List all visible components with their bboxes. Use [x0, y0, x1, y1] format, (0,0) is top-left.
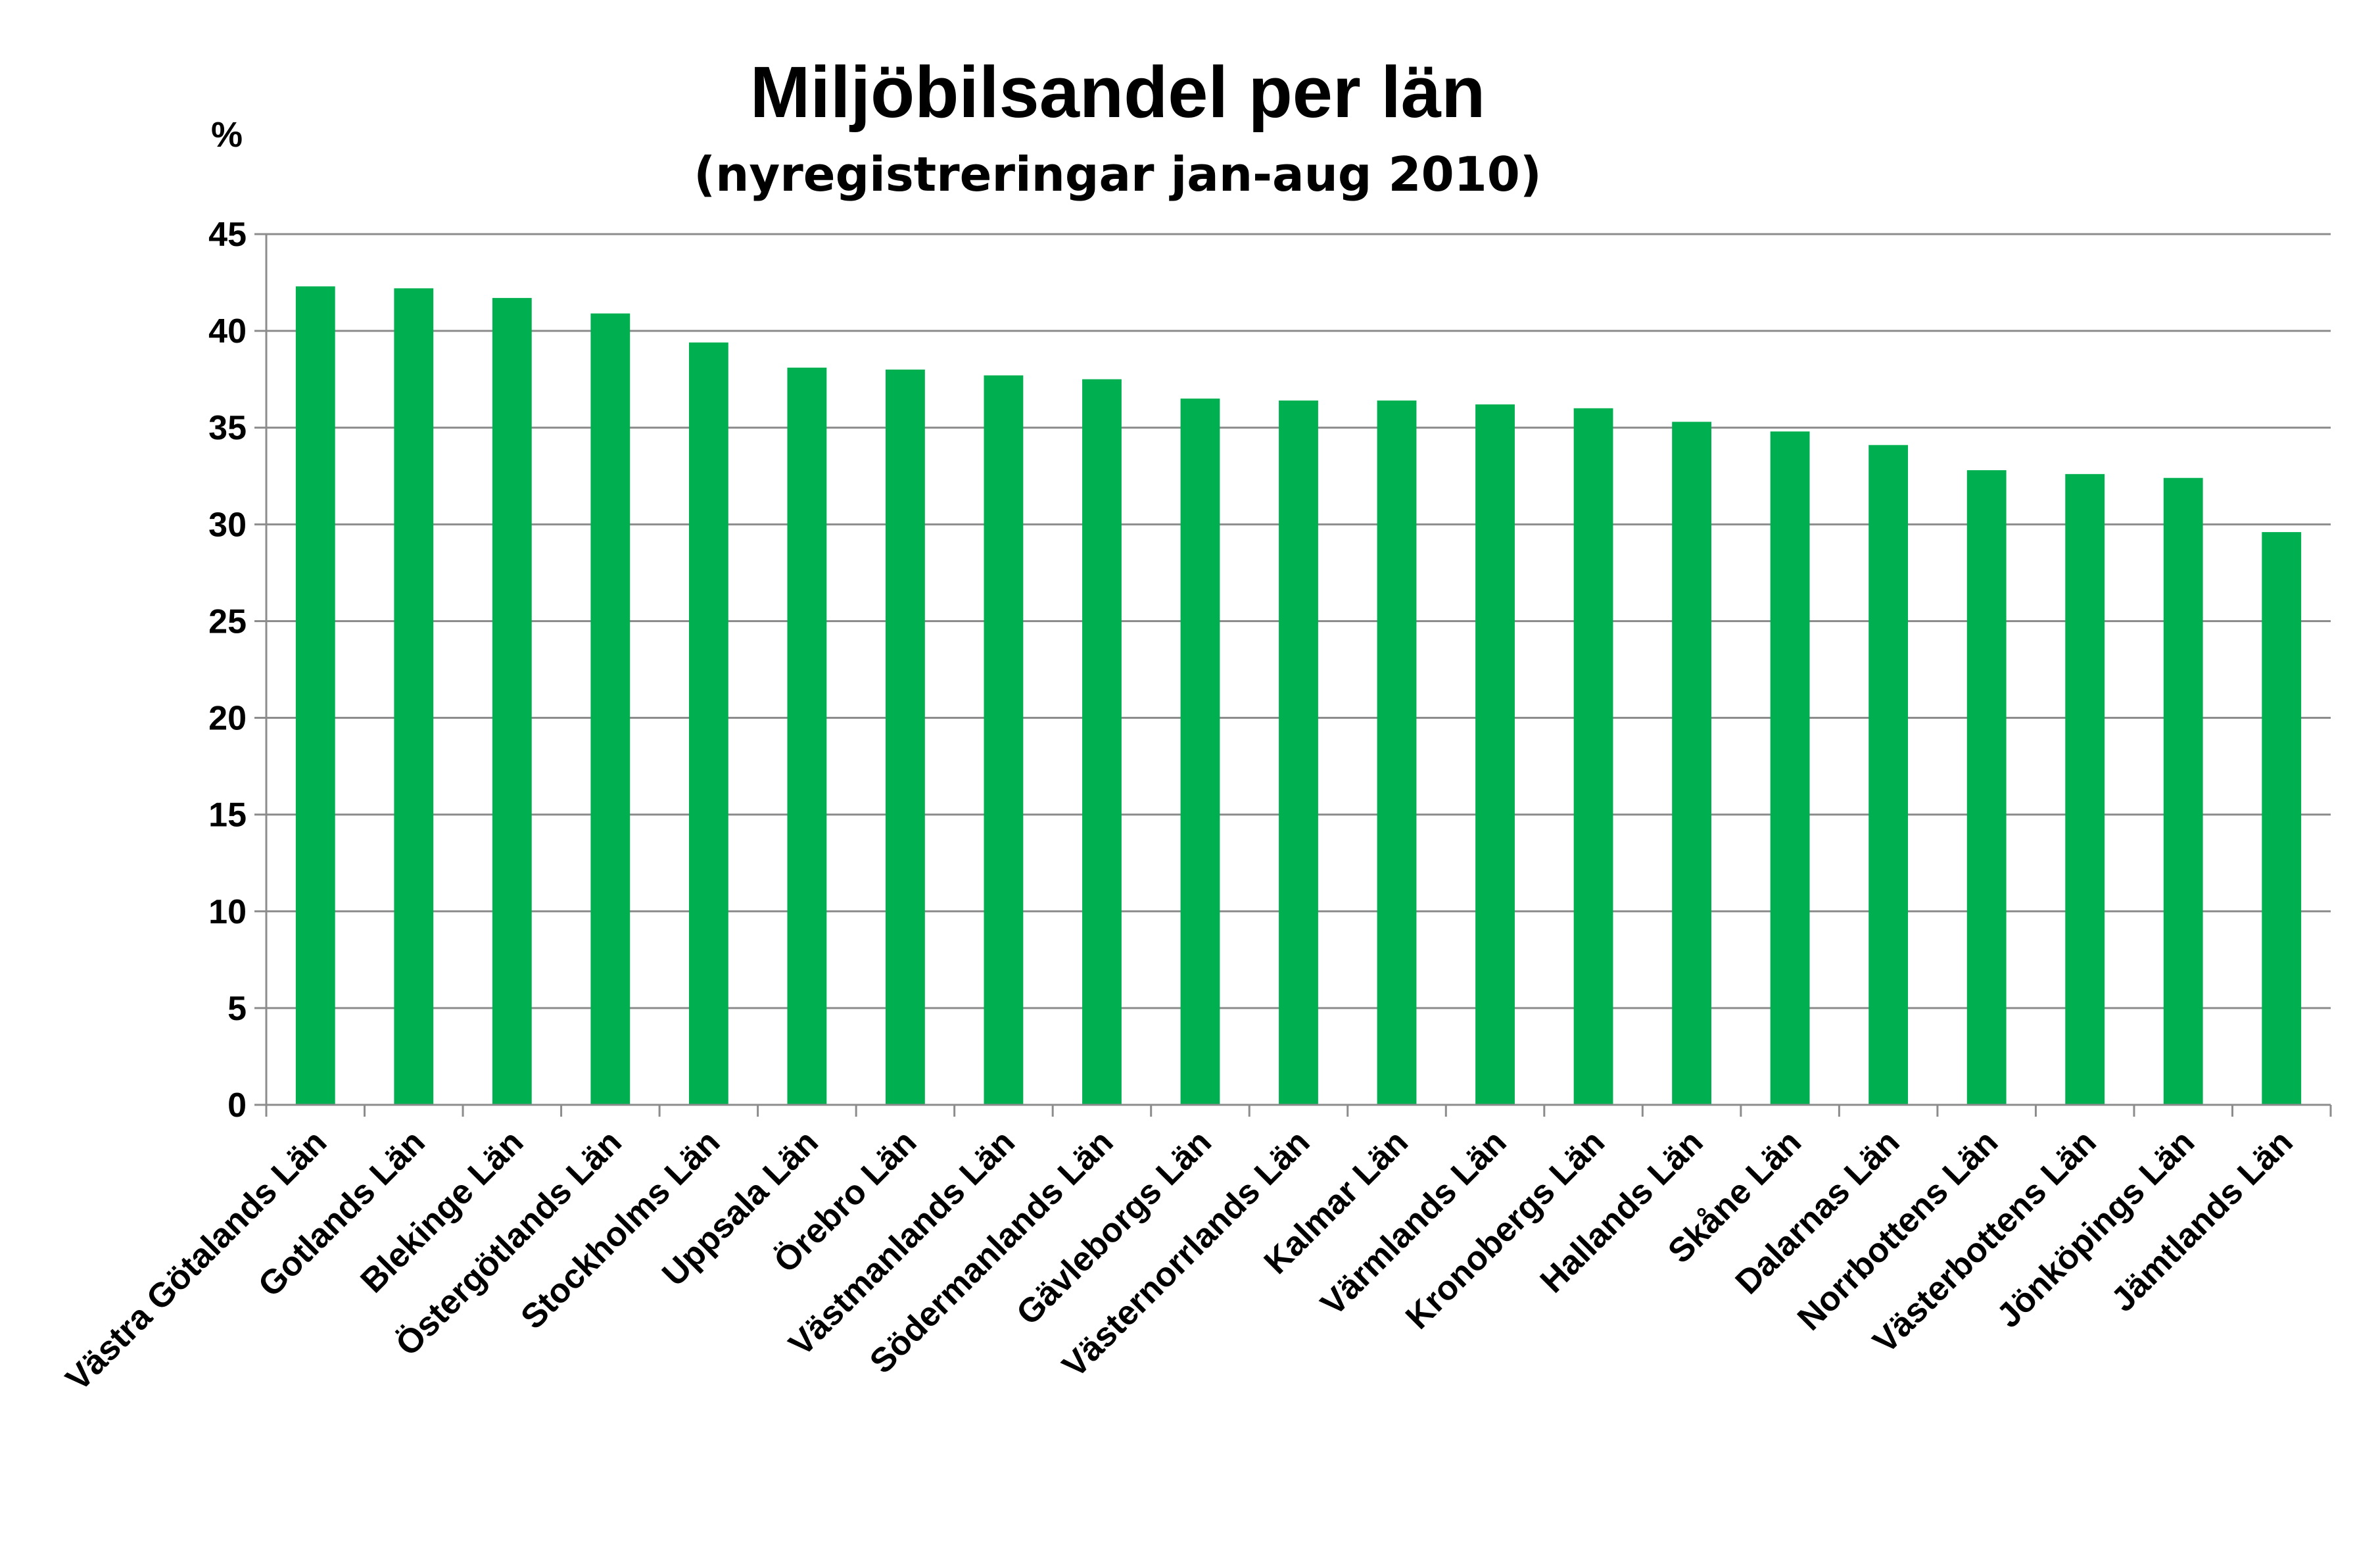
- bar: [1082, 379, 1122, 1105]
- y-tick-label: 5: [227, 990, 247, 1028]
- axes: [254, 233, 2332, 1117]
- y-tick-label: 25: [208, 602, 247, 641]
- bar: [787, 368, 827, 1105]
- y-tick-label: 15: [208, 796, 247, 835]
- bar: [492, 298, 532, 1105]
- bar: [2163, 477, 2203, 1105]
- y-tick-labels: 0 5 10 15 20 25 30 35 40 45: [208, 216, 247, 1125]
- chart-subtitle: (nyregistreringar jan-aug 2010): [694, 147, 1542, 202]
- bar: [1868, 445, 1909, 1105]
- y-axis-unit: %: [211, 115, 243, 155]
- bar: [394, 288, 434, 1105]
- bar: [2262, 532, 2302, 1105]
- bar: [1573, 408, 1613, 1105]
- bar: [295, 286, 335, 1105]
- bar: [1279, 401, 1318, 1105]
- bar: [1966, 470, 2007, 1105]
- y-tick-label: 0: [227, 1086, 247, 1125]
- y-tick-label: 10: [208, 893, 247, 931]
- x-tick-label: Jämtlands Län: [2104, 1123, 2300, 1319]
- y-tick-label: 35: [208, 409, 247, 447]
- bar: [1475, 404, 1515, 1105]
- bar: [2065, 473, 2105, 1105]
- y-tick-label: 45: [208, 216, 247, 254]
- chart-title: Miljöbilsandel per län: [750, 52, 1486, 133]
- bar: [886, 369, 925, 1105]
- x-tick-label: Gotlands Län: [251, 1123, 433, 1304]
- bar: [1180, 399, 1220, 1105]
- y-tick-label: 20: [208, 700, 247, 738]
- y-tick-label: 30: [208, 506, 247, 544]
- bar: [984, 375, 1024, 1105]
- x-tick-label: Värmlands Län: [1314, 1123, 1514, 1323]
- bar: [688, 342, 728, 1105]
- bar: [1770, 431, 1810, 1105]
- bars: [295, 286, 2302, 1105]
- bar: [590, 313, 631, 1105]
- bar: [1672, 422, 1711, 1105]
- y-tick-label: 40: [208, 312, 247, 351]
- bar: [1377, 401, 1417, 1105]
